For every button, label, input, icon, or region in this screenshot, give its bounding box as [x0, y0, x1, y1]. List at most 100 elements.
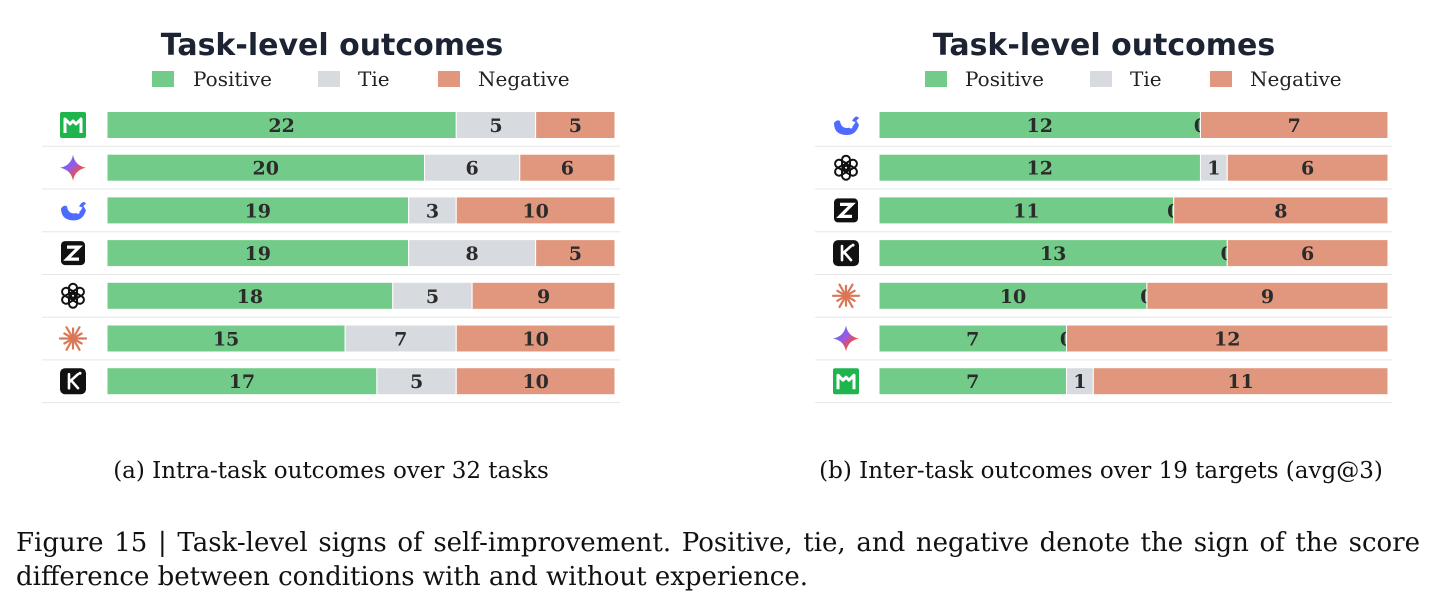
- legend-label-negative: Negative: [478, 67, 570, 91]
- bar-label-tie: 8: [466, 243, 479, 265]
- bar-positive: [106, 111, 457, 139]
- bar-positive: [106, 281, 394, 310]
- bar-positive: [878, 196, 1175, 225]
- legend-label-tie: Tie: [1130, 67, 1162, 91]
- bar-label-tie: 5: [489, 115, 502, 137]
- bar-label-tie: 1: [1207, 158, 1220, 180]
- bar-label-negative: 10: [522, 371, 548, 393]
- bar-row: 19 8 5: [42, 239, 620, 275]
- bar-tie: [408, 239, 537, 268]
- bar-negative: [1066, 324, 1389, 353]
- bar-tie: [1066, 367, 1094, 396]
- bar-negative: [455, 196, 616, 225]
- bar-row: 12 1 6: [815, 153, 1392, 190]
- legend: Positive Tie Negative: [925, 67, 1342, 91]
- bar-positive: [106, 196, 410, 225]
- z-logo-icon: [61, 241, 85, 266]
- bar-positive: [106, 239, 410, 268]
- bar-negative: [519, 153, 616, 182]
- whale-icon: [834, 116, 859, 135]
- bar-label-tie: 3: [426, 200, 439, 222]
- bar-negative: [455, 367, 616, 396]
- panel-inter-task: Task-level outcomes Positive Tie Negativ…: [815, 28, 1392, 484]
- figure-caption-text: Task-level signs of self-improvement. Po…: [16, 528, 1421, 592]
- bar-row: 15 7 10: [42, 324, 620, 361]
- bar-row: 1306: [815, 239, 1392, 275]
- chart-title: Task-level outcomes: [933, 28, 1276, 63]
- bar-row: 1009: [815, 281, 1392, 318]
- legend: Positive Tie Negative: [152, 67, 570, 91]
- bar-negative: [1199, 111, 1389, 139]
- bar-tie: [408, 196, 457, 225]
- claude-spark-icon: [831, 283, 861, 309]
- bar-label-positive: 20: [253, 158, 279, 180]
- bar-label-negative: 9: [537, 286, 550, 308]
- bar-label-negative: 12: [1214, 329, 1240, 351]
- bar-label-positive: 13: [1040, 243, 1066, 265]
- bar-label-negative: 5: [569, 115, 582, 137]
- whale-icon: [61, 201, 86, 221]
- figure-caption-separator: |: [157, 528, 167, 558]
- bar-tie: [1199, 153, 1228, 182]
- subcaption: (a) Intra-task outcomes over 32 tasks: [113, 458, 549, 484]
- chart-title: Task-level outcomes: [161, 28, 504, 63]
- legend-label-negative: Negative: [1250, 67, 1342, 91]
- bar-label-negative: 6: [1301, 243, 1314, 265]
- bar-row: 18 5 9: [42, 281, 620, 318]
- gemini-star-icon: [60, 154, 86, 181]
- bar-row: 19 3 10: [42, 196, 620, 233]
- bar-label-negative: 10: [522, 329, 548, 351]
- bar-label-positive: 11: [1013, 200, 1039, 222]
- bar-label-positive: 18: [237, 286, 263, 308]
- bar-negative: [1173, 196, 1389, 225]
- bar-positive: [878, 367, 1068, 396]
- bar-label-negative: 8: [1274, 200, 1287, 222]
- figure-caption: Figure 15 | Task-level signs of self-imp…: [16, 526, 1420, 594]
- openai-knot-icon: [834, 154, 858, 181]
- bar-tie: [392, 281, 473, 310]
- bar-tie: [376, 367, 457, 396]
- k-logo-icon: [60, 368, 86, 395]
- bar-row: 7012: [815, 324, 1392, 361]
- bar-label-tie: 6: [466, 158, 479, 180]
- bar-label-negative: 5: [569, 243, 582, 265]
- k-logo-icon: [833, 240, 859, 267]
- bar-label-negative: 11: [1227, 371, 1253, 393]
- panel-intra-task: Task-level outcomes Positive Tie Negativ…: [42, 28, 620, 484]
- bar-label-tie: 5: [426, 286, 439, 308]
- legend-label-positive: Positive: [193, 67, 272, 91]
- bar-label-negative: 6: [561, 158, 574, 180]
- bar-label-positive: 15: [213, 329, 239, 351]
- bar-tie: [344, 324, 457, 353]
- m-logo-icon: [833, 368, 859, 395]
- bar-positive: [878, 324, 1068, 353]
- legend-label-positive: Positive: [965, 67, 1044, 91]
- gemini-star-icon: [833, 325, 859, 352]
- openai-knot-icon: [61, 282, 85, 309]
- bar-rows: 1207121611081306100970127111: [815, 111, 1392, 404]
- bar-negative: [1146, 281, 1389, 310]
- m-logo-icon: [60, 112, 86, 138]
- bar-positive: [878, 281, 1148, 310]
- bar-positive: [878, 153, 1201, 182]
- legend-swatch-tie: [1090, 71, 1112, 87]
- legend-swatch-tie: [318, 71, 340, 87]
- bar-negative: [535, 111, 616, 139]
- bar-row: 7 1 11: [815, 367, 1392, 404]
- bar-label-tie: 1: [1073, 371, 1086, 393]
- bar-row: 1108: [815, 196, 1392, 233]
- bar-label-positive: 19: [245, 243, 271, 265]
- z-logo-icon: [834, 198, 858, 223]
- bar-label-negative: 7: [1288, 115, 1301, 137]
- bar-label-positive: 22: [268, 115, 294, 137]
- bar-row: 1207: [815, 111, 1392, 147]
- bar-negative: [1226, 239, 1389, 268]
- bar-label-positive: 19: [245, 200, 271, 222]
- bar-label-tie: 5: [410, 371, 423, 393]
- claude-spark-icon: [58, 326, 88, 351]
- bar-tie: [455, 111, 537, 139]
- bar-positive: [106, 324, 346, 353]
- bar-label-positive: 12: [1027, 158, 1053, 180]
